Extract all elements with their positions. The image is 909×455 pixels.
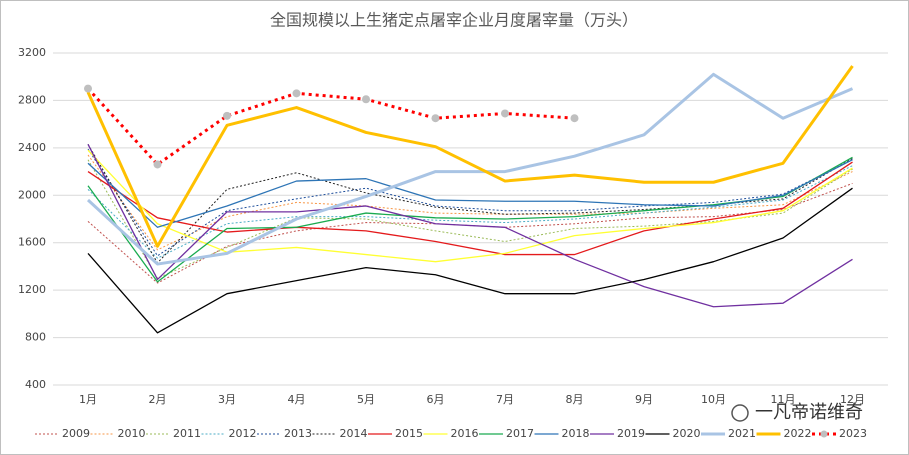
legend-label: 2018 <box>562 427 590 440</box>
data-point <box>84 84 92 93</box>
x-tick-label: 12月 <box>840 393 865 406</box>
legend-label: 2010 <box>118 427 146 440</box>
x-tick-label: 6月 <box>427 393 445 406</box>
y-tick-label: 2000 <box>18 188 46 201</box>
y-tick-label: 400 <box>25 378 46 391</box>
legend-label: 2022 <box>784 427 812 440</box>
y-tick-label: 3200 <box>18 46 46 59</box>
x-tick-label: 2月 <box>149 393 167 406</box>
data-point <box>501 109 509 118</box>
x-tick-label: 11月 <box>771 393 796 406</box>
chart-title: 全国规模以上生猪定点屠宰企业月度屠宰量（万头） <box>270 11 638 30</box>
legend-label: 2009 <box>62 427 90 440</box>
series-line <box>87 187 853 334</box>
series-line <box>87 159 853 228</box>
watermark: 一凡帝诺维奇 <box>731 402 863 423</box>
data-point <box>153 160 162 169</box>
legend-label: 2021 <box>728 427 756 440</box>
series-line <box>87 161 853 256</box>
data-point <box>362 95 370 104</box>
legend-label: 2020 <box>673 427 701 440</box>
series-line <box>87 156 853 283</box>
series-line <box>87 154 853 251</box>
watermark-text: 一凡帝诺维奇 <box>755 402 863 423</box>
x-tick-label: 8月 <box>566 393 584 406</box>
x-tick-label: 5月 <box>357 393 375 406</box>
series-line <box>87 144 853 308</box>
series-line <box>87 144 853 264</box>
series-line <box>86 65 854 248</box>
x-tick-label: 3月 <box>218 393 236 406</box>
x-tick-label: 10月 <box>701 393 726 406</box>
legend-label: 2019 <box>617 427 645 440</box>
series-line <box>87 149 853 263</box>
legend-label: 2011 <box>173 427 201 440</box>
x-tick-label: 4月 <box>288 393 306 406</box>
data-point <box>431 114 440 123</box>
legend-label: 2014 <box>340 427 368 440</box>
watermark-icon <box>731 404 749 422</box>
legend-label: 2016 <box>451 427 479 440</box>
y-tick-label: 1200 <box>18 283 46 296</box>
legend-label: 2015 <box>395 427 423 440</box>
series-line <box>87 148 853 257</box>
y-tick-label: 800 <box>25 331 46 344</box>
x-tick-label: 9月 <box>635 393 653 406</box>
legend-marker <box>820 430 828 438</box>
data-point <box>292 89 301 98</box>
legend-label: 2017 <box>506 427 534 440</box>
y-tick-label: 2800 <box>18 93 46 106</box>
y-tick-label: 2400 <box>18 141 46 154</box>
data-point <box>223 111 231 120</box>
y-tick-label: 1600 <box>18 236 46 249</box>
series-line <box>86 87 575 166</box>
legend-label: 2012 <box>229 427 257 440</box>
data-point <box>570 114 579 123</box>
legend-label: 2023 <box>839 427 867 440</box>
x-tick-label: 1月 <box>79 393 97 406</box>
series-line <box>86 72 854 266</box>
legend-label: 2013 <box>284 427 312 440</box>
x-tick-label: 7月 <box>496 393 514 406</box>
